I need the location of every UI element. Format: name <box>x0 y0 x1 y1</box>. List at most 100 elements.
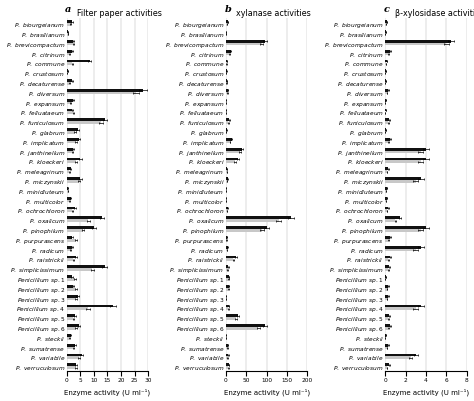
Bar <box>385 308 416 310</box>
Bar <box>226 305 229 308</box>
Text: Filter paper activities: Filter paper activities <box>67 9 162 18</box>
Bar <box>226 53 229 56</box>
Bar <box>385 24 386 27</box>
Bar <box>67 327 76 330</box>
Bar <box>226 129 227 132</box>
Bar <box>67 102 71 105</box>
Text: a: a <box>65 5 72 14</box>
Bar <box>226 278 228 281</box>
Bar <box>67 315 75 318</box>
Bar <box>385 151 421 154</box>
Bar <box>67 318 73 320</box>
Bar <box>385 295 388 298</box>
Bar <box>385 148 426 151</box>
Bar <box>226 171 227 174</box>
Bar <box>385 367 387 369</box>
Bar <box>226 286 229 288</box>
Bar <box>385 80 386 83</box>
Bar <box>385 354 416 356</box>
Bar <box>226 356 228 359</box>
Bar <box>385 21 387 24</box>
Text: β-xylosidase activities: β-xylosidase activities <box>385 9 474 18</box>
Bar <box>226 256 236 259</box>
Bar <box>226 44 262 47</box>
Bar <box>385 347 387 350</box>
Bar <box>226 63 227 66</box>
Bar <box>67 220 88 223</box>
Bar <box>67 112 73 115</box>
Bar <box>385 188 387 190</box>
Bar <box>226 24 227 27</box>
Bar <box>385 298 387 301</box>
Bar <box>385 41 451 44</box>
Bar <box>226 220 279 223</box>
Bar <box>67 217 102 220</box>
Bar <box>67 229 83 232</box>
Bar <box>67 197 71 200</box>
Text: c: c <box>383 5 390 14</box>
Bar <box>385 168 388 171</box>
Bar <box>385 334 386 337</box>
Bar <box>226 217 291 220</box>
Bar <box>67 305 113 308</box>
Bar <box>67 63 72 66</box>
Bar <box>226 122 228 125</box>
Bar <box>67 109 72 112</box>
Bar <box>67 93 136 95</box>
Bar <box>385 249 416 252</box>
Bar <box>385 356 410 359</box>
Bar <box>385 288 387 291</box>
Bar <box>226 354 228 356</box>
Bar <box>385 220 395 223</box>
Bar <box>385 70 386 73</box>
Bar <box>385 178 421 180</box>
Bar <box>67 324 79 327</box>
Bar <box>226 227 267 229</box>
Bar <box>67 132 75 134</box>
Bar <box>67 61 90 63</box>
Bar <box>226 347 228 350</box>
Bar <box>385 269 388 271</box>
Bar <box>226 259 233 261</box>
Bar <box>385 197 387 200</box>
Bar <box>67 246 72 249</box>
Bar <box>226 158 238 161</box>
Bar <box>385 190 386 193</box>
Bar <box>385 122 388 125</box>
Bar <box>385 207 388 210</box>
Bar <box>67 210 72 213</box>
Bar <box>226 318 236 320</box>
Bar <box>385 315 389 318</box>
Bar <box>385 158 426 161</box>
Bar <box>67 83 69 85</box>
Bar <box>226 139 232 142</box>
Bar <box>385 63 386 66</box>
Bar <box>226 266 228 269</box>
Bar <box>226 210 227 213</box>
Text: b: b <box>224 5 231 14</box>
Bar <box>67 347 73 350</box>
Bar <box>67 337 69 340</box>
Text: xylanase activities: xylanase activities <box>226 9 310 18</box>
Bar <box>67 129 78 132</box>
Bar <box>385 237 390 239</box>
Bar <box>385 99 386 102</box>
Bar <box>226 367 228 369</box>
Bar <box>67 180 79 183</box>
Bar <box>385 286 388 288</box>
Bar <box>67 119 105 122</box>
Bar <box>385 61 387 63</box>
Bar <box>226 80 227 83</box>
Bar <box>226 344 228 347</box>
Bar <box>226 239 227 242</box>
Bar <box>67 90 143 93</box>
Bar <box>226 288 228 291</box>
Bar <box>226 51 231 53</box>
Bar <box>67 239 76 242</box>
Bar <box>385 344 388 347</box>
Bar <box>67 171 69 174</box>
Bar <box>226 327 258 330</box>
Bar <box>67 190 68 193</box>
Bar <box>385 275 386 278</box>
Bar <box>67 259 73 261</box>
